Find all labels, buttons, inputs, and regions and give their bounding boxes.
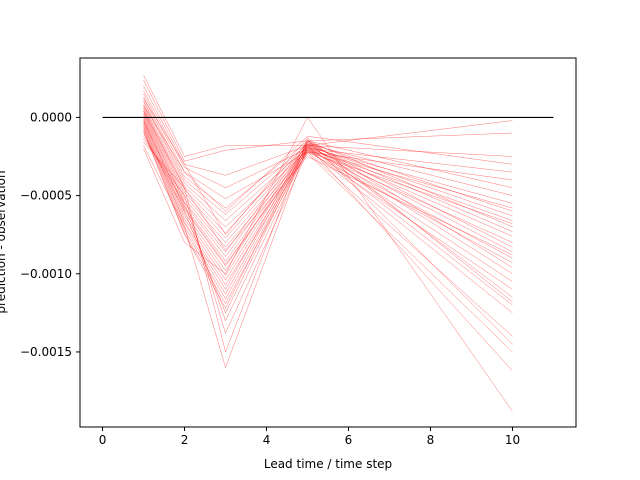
- series-line-34: [143, 111, 513, 256]
- series-line-16: [143, 115, 513, 262]
- series-layer: [143, 75, 513, 412]
- series-line-35: [143, 98, 513, 303]
- series-line-21: [143, 123, 513, 286]
- series-line-28: [143, 136, 513, 322]
- series-line-24: [143, 128, 513, 300]
- x-axis: 0 2 4 6 8 10: [99, 427, 520, 447]
- plot-frame: [79, 57, 577, 428]
- series-line-2: [143, 79, 513, 162]
- series-line-33: [143, 104, 513, 212]
- y-tick-label: −0.0010: [20, 267, 72, 281]
- series-line-8: [143, 101, 513, 221]
- y-axis: 0.0000 −0.0005 −0.0010 −0.0015: [20, 110, 80, 359]
- series-line-18: [143, 118, 513, 272]
- x-tick-label: 2: [181, 433, 189, 447]
- series-line-1: [143, 75, 513, 157]
- series-line-32: [143, 116, 513, 412]
- series-line-31: [143, 145, 513, 371]
- x-tick-label: 10: [505, 433, 520, 447]
- y-tick-label: −0.0005: [20, 189, 72, 203]
- x-tick-label: 6: [345, 433, 353, 447]
- series-line-20: [143, 122, 513, 281]
- series-line-6: [143, 96, 513, 209]
- series-line-23: [143, 126, 513, 295]
- series-line-22: [143, 125, 513, 290]
- x-axis-label: Lead time / time step: [264, 457, 392, 471]
- series-line-15: [143, 114, 513, 257]
- x-tick-label: 8: [427, 433, 435, 447]
- series-line-3: [143, 86, 513, 176]
- y-tick-label: −0.0015: [20, 345, 72, 359]
- y-axis-label: prediction - observation: [0, 170, 8, 313]
- series-line-30: [143, 138, 513, 353]
- series-line-14: [143, 112, 513, 253]
- series-line-36: [143, 120, 513, 353]
- series-line-12: [143, 109, 513, 243]
- series-line-13: [143, 111, 513, 248]
- x-tick-label: 0: [99, 433, 107, 447]
- y-tick-label: 0.0000: [30, 110, 72, 124]
- series-line-29: [143, 139, 513, 337]
- x-tick-label: 4: [263, 433, 271, 447]
- series-line-27: [143, 132, 513, 314]
- series-line-7: [143, 100, 513, 215]
- series-line-19: [143, 120, 513, 276]
- series-line-11: [143, 107, 513, 239]
- series-line-25: [143, 129, 513, 304]
